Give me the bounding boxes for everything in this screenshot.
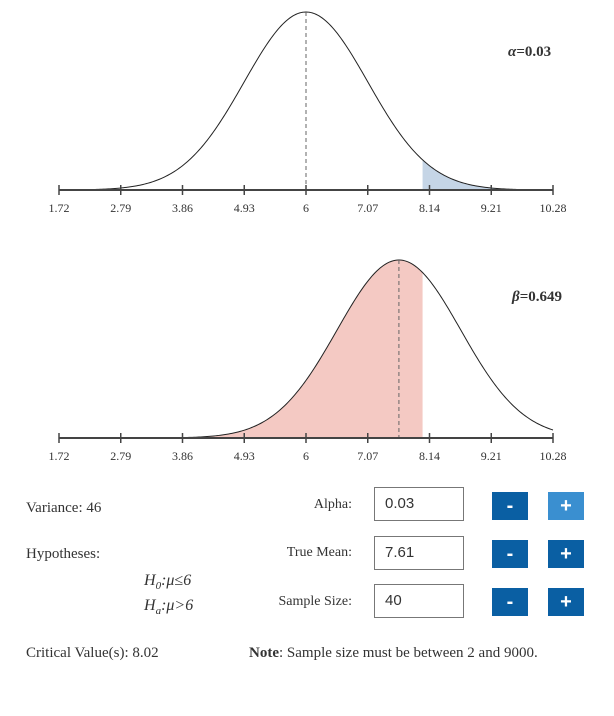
x-tick-label: 10.28 (540, 449, 567, 463)
hypotheses-label: Hypotheses: (26, 546, 101, 562)
x-tick-label: 1.72 (49, 449, 70, 463)
x-tick-label: 8.14 (419, 449, 440, 463)
critical-value: Critical Value(s): 8.02 (26, 645, 159, 661)
x-tick-label: 4.93 (234, 201, 255, 215)
x-tick-label: 9.21 (481, 201, 502, 215)
x-tick-label: 3.86 (172, 201, 193, 215)
alt-hypothesis: Ha:μ>6 (144, 597, 194, 618)
x-tick-label: 9.21 (481, 449, 502, 463)
x-tick-label: 10.28 (540, 201, 567, 215)
true-mean-input[interactable]: 7.61 (374, 536, 464, 570)
alpha-decrement-button[interactable]: - (492, 492, 528, 520)
true-mean-decrement-button[interactable]: - (492, 540, 528, 568)
x-tick-label: 1.72 (49, 201, 70, 215)
sample-size-label: Sample Size: (278, 594, 353, 609)
shaded-region (422, 159, 553, 190)
x-tick-label: 8.14 (419, 201, 440, 215)
sample-size-input[interactable]: 40 (374, 584, 464, 618)
x-tick-label: 6 (303, 201, 309, 215)
x-tick-label: 4.93 (234, 449, 255, 463)
alpha-input[interactable]: 0.03 (374, 487, 464, 521)
x-tick-label: 7.07 (357, 201, 378, 215)
x-tick-label: 2.79 (110, 449, 131, 463)
sample-size-increment-button[interactable]: + (548, 588, 584, 616)
x-tick-label: 6 (303, 449, 309, 463)
note-text: Note: Sample size must be between 2 and … (249, 645, 538, 661)
true-mean-increment-button[interactable]: + (548, 540, 584, 568)
alpha-annotation: α=0.03 (508, 44, 552, 60)
charts: 1.72 2.79 3.86 4.93 6 7.07 8.14 9.21 10.28 1.72 2.… (49, 11, 567, 463)
beta-annotation: β=0.649 (512, 289, 562, 305)
x-tick-label: 7.07 (357, 449, 378, 463)
alpha-label: Alpha: (313, 497, 352, 512)
variance-text: Variance: 46 (26, 500, 102, 516)
density-curve (58, 11, 554, 191)
x-tick-label: 3.86 (172, 449, 193, 463)
null-hypothesis: H0:μ≤6 (144, 572, 192, 593)
shaded-region (59, 260, 423, 438)
x-tick-label: 2.79 (110, 201, 131, 215)
true-mean-label: True Mean: (286, 545, 352, 560)
alpha-increment-button[interactable]: + (548, 492, 584, 520)
sample-size-decrement-button[interactable]: - (492, 588, 528, 616)
